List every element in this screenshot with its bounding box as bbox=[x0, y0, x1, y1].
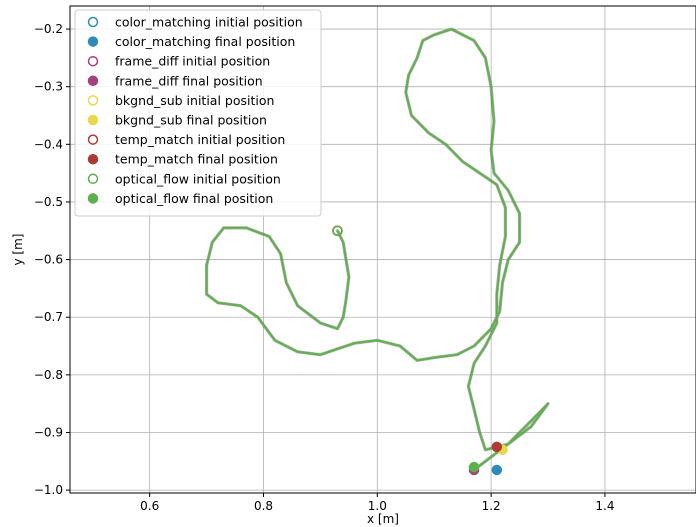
legend-entry-label: temp_match final position bbox=[115, 152, 278, 167]
legend-entry-label: bkgnd_sub initial position bbox=[115, 93, 274, 108]
legend-marker bbox=[87, 153, 99, 165]
plot-frame bbox=[69, 5, 696, 494]
legend-marker bbox=[87, 16, 99, 28]
legend-marker bbox=[87, 75, 99, 87]
legend-marker bbox=[87, 36, 99, 47]
trajectory-paths bbox=[205, 27, 550, 472]
x-tick-label: 0.6 bbox=[140, 499, 159, 513]
y-axis-label: y [m] bbox=[11, 234, 25, 266]
legend-marker bbox=[87, 193, 99, 204]
trajectory-line bbox=[205, 28, 549, 471]
y-tick-label: −0.6 bbox=[34, 253, 63, 267]
legend-entry-label: color_matching final position bbox=[115, 34, 295, 49]
legend-box bbox=[74, 9, 322, 217]
y-tick-label: −0.7 bbox=[34, 310, 63, 324]
legend-entry-label: optical_flow initial position bbox=[115, 171, 281, 186]
y-tick-label: −0.3 bbox=[34, 80, 63, 94]
legend-entry-label: frame_diff final position bbox=[115, 73, 263, 88]
position-markers bbox=[332, 225, 508, 476]
y-tick-label: −0.5 bbox=[34, 195, 63, 209]
y-tick-label: −1.0 bbox=[34, 483, 63, 497]
legend-marker bbox=[87, 173, 99, 185]
x-tick-label: 0.8 bbox=[254, 499, 273, 513]
final-position-marker bbox=[491, 441, 503, 453]
legend-marker bbox=[87, 55, 99, 67]
legend-entry-label: color_matching initial position bbox=[115, 15, 303, 30]
legend-marker bbox=[87, 95, 99, 106]
x-tick-label: 1.4 bbox=[595, 499, 614, 513]
x-tick-label: 1.0 bbox=[368, 499, 387, 513]
legend-marker bbox=[87, 114, 99, 126]
y-tick-label: −0.8 bbox=[34, 368, 63, 382]
x-tick-label: 1.2 bbox=[482, 499, 501, 513]
y-tick-label: −0.2 bbox=[34, 22, 63, 36]
legend-marker bbox=[87, 134, 99, 145]
legend-entry-label: frame_diff initial position bbox=[115, 54, 270, 69]
legend: color_matching initial position color_mat… bbox=[74, 9, 322, 217]
legend-entry-label: temp_match initial position bbox=[115, 132, 285, 147]
final-position-marker bbox=[491, 464, 503, 476]
initial-position-marker bbox=[332, 225, 343, 237]
legend-entry-label: bkgnd_sub final position bbox=[115, 113, 267, 128]
y-tick-label: −0.9 bbox=[34, 425, 63, 439]
legend-entry-label: optical_flow final position bbox=[115, 191, 273, 206]
y-tick-label: −0.4 bbox=[34, 137, 63, 151]
x-axis-label: x [m] bbox=[367, 512, 399, 526]
final-position-marker bbox=[468, 461, 480, 473]
axis-ticks: 0.6 0.8 1.0 1.2 1.4 −0.2 −0.3 −0.4 −0.5 −0.6 −0.7 −… bbox=[34, 22, 615, 513]
